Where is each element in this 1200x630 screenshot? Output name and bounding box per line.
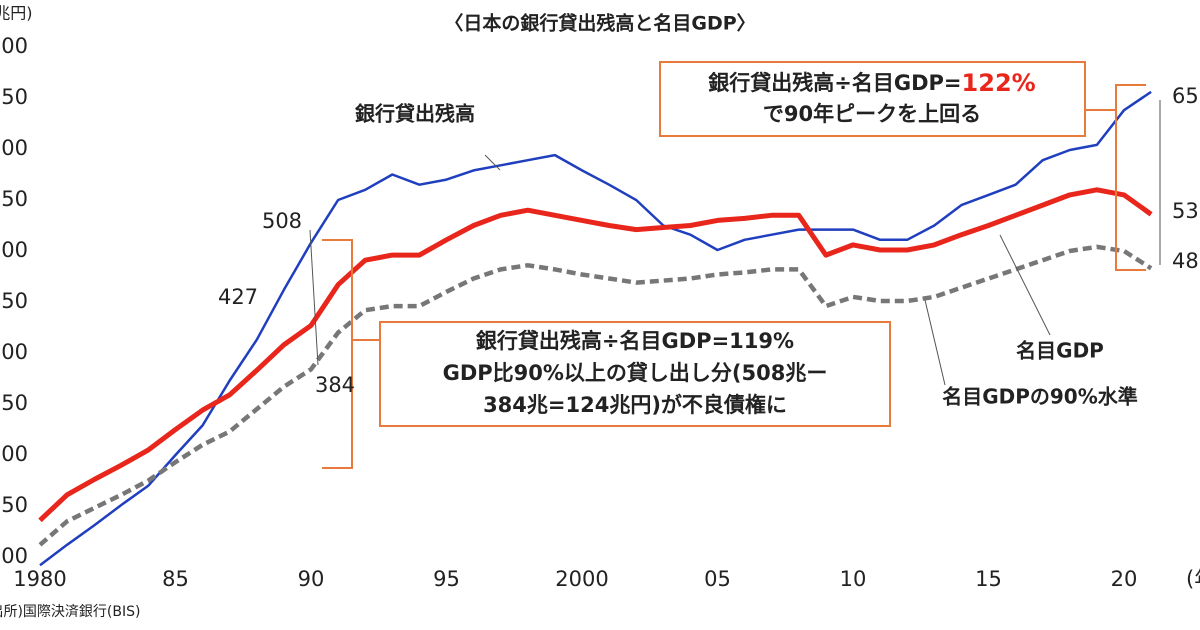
y-tick-label: 450 (0, 289, 28, 313)
y-tick-label: 650 (0, 85, 28, 109)
y-tick-label: 500 (0, 238, 28, 262)
series-label: 銀行貸出残高 (355, 102, 475, 126)
x-tick-label: 20 (1111, 567, 1138, 591)
leader (484, 154, 501, 171)
annotation-box (659, 61, 1086, 137)
y-tick-label: 350 (0, 391, 28, 415)
annotation-text: 384兆=124兆円)が不良債権に (483, 393, 787, 417)
series-label: 名目GDPの90%水準 (942, 385, 1138, 409)
annotation-box (379, 321, 891, 427)
leader (309, 229, 319, 366)
chart-title: 〈日本の銀行貸出残高と名目GDP〉 (444, 12, 755, 35)
x-tick-label: 2000 (555, 567, 608, 591)
annotation-text: GDP比90%以上の貸し出し分(508兆ー (443, 361, 828, 385)
y-unit: (兆円) (0, 4, 33, 23)
x-tick-label: 15 (975, 567, 1002, 591)
y-tick-label: 250 (0, 493, 28, 517)
series-line (39, 90, 1152, 567)
annotation-highlight: 122% (962, 69, 1036, 97)
leaders (309, 100, 1161, 386)
y-tick-label: 400 (0, 340, 28, 364)
y-tick-label: 550 (0, 187, 28, 211)
callout: 656 (1172, 84, 1200, 108)
callout: 508 (262, 209, 302, 233)
callout: 483 (1172, 249, 1200, 273)
bracket (1115, 84, 1146, 271)
y-tick-label: 200 (0, 544, 28, 568)
x-tick-label: 1980 (13, 567, 66, 591)
series-line (38, 187, 1153, 523)
x-tick-label: 90 (298, 567, 325, 591)
annotation-text: 銀行貸出残高÷名目GDP= (708, 71, 961, 95)
x-tick-label: 05 (704, 567, 731, 591)
x-unit: (年) (1186, 567, 1200, 591)
annotation-text: 銀行貸出残高÷名目GDP=119% (476, 329, 794, 353)
brackets (322, 84, 1146, 469)
source: (出所)国際決済銀行(BIS) (0, 604, 140, 620)
annotation-text: 銀行貸出残高÷名目GDP=122% (708, 69, 1035, 97)
callout: 384 (315, 373, 355, 397)
y-tick-label: 700 (0, 34, 28, 58)
callout: 427 (218, 285, 258, 309)
y-tick-label: 600 (0, 136, 28, 160)
bracket (322, 239, 353, 469)
callout: 536 (1172, 199, 1200, 223)
leader (999, 234, 1051, 336)
series-label: 名目GDP (1016, 339, 1104, 363)
leader (924, 299, 946, 386)
y-tick-label: 300 (0, 442, 28, 466)
series-line (38, 244, 1153, 547)
x-tick-label: 10 (840, 567, 867, 591)
x-tick-label: 95 (433, 567, 460, 591)
x-tick-label: 85 (162, 567, 189, 591)
annotation-text: で90年ピークを上回る (763, 102, 981, 126)
